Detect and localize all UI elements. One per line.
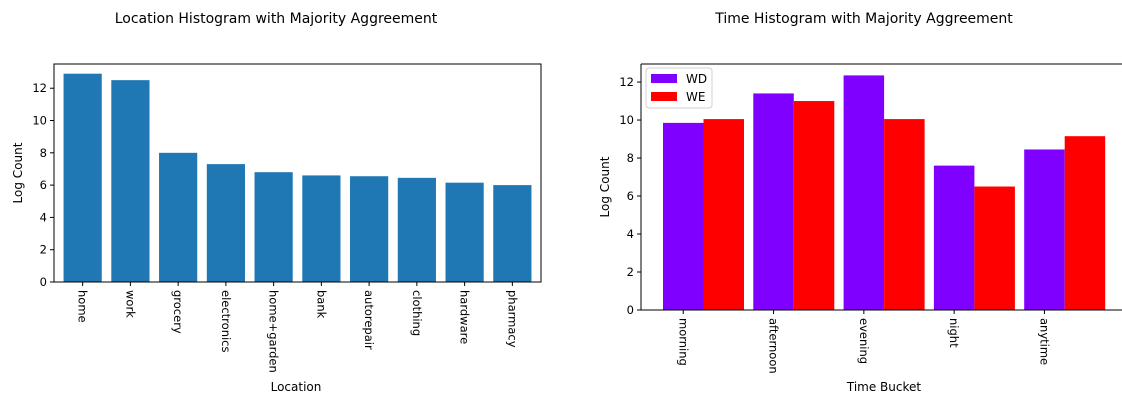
location-bar-autorepair bbox=[350, 176, 389, 282]
time-bar-wd-afternoon bbox=[753, 93, 794, 310]
location-histogram-chart: Location Histogram with Majority Aggreem… bbox=[11, 11, 542, 394]
time-legend-label-we: WE bbox=[686, 90, 705, 104]
time-bar-wd-anytime bbox=[1024, 149, 1065, 310]
location-x-tick-label: hardware bbox=[458, 290, 472, 344]
location-bar-bank bbox=[302, 175, 341, 282]
time-histogram-chart: Time Histogram with Majority Aggreement … bbox=[598, 11, 1122, 394]
location-x-tick-label: grocery bbox=[171, 290, 185, 334]
time-y-tick-label: 4 bbox=[627, 227, 634, 241]
location-x-tick-label: pharmacy bbox=[505, 290, 519, 348]
time-legend-label-wd: WD bbox=[686, 72, 707, 86]
location-bar-pharmacy bbox=[493, 185, 532, 282]
location-plot-frame bbox=[53, 63, 542, 283]
location-bar-hardware bbox=[445, 182, 484, 282]
time-bar-we-night bbox=[974, 186, 1015, 310]
location-axes-group: home work grocery electronics home+garden ban… bbox=[32, 63, 542, 373]
location-x-tick-label: work bbox=[123, 290, 137, 318]
location-bar-home-garden bbox=[254, 172, 293, 282]
location-bar-clothing bbox=[397, 177, 436, 282]
time-axes-group: morning afternoon evening night anytime 0 2 4 6 8… bbox=[619, 63, 1122, 374]
location-bar-work bbox=[111, 80, 150, 282]
time-y-tick-label: 6 bbox=[627, 189, 634, 203]
location-y-tick-label: 8 bbox=[40, 146, 47, 160]
location-chart-title: Location Histogram with Majority Aggreem… bbox=[115, 11, 438, 27]
location-bar-electronics bbox=[206, 164, 245, 282]
time-y-tick-label: 8 bbox=[627, 151, 634, 165]
time-bar-wd-morning bbox=[663, 122, 704, 310]
location-y-tick-label: 12 bbox=[32, 81, 47, 95]
location-x-tick-label: electronics bbox=[219, 290, 233, 353]
time-bar-we-morning bbox=[703, 119, 744, 310]
time-bar-we-evening bbox=[884, 119, 925, 310]
location-x-tick-label: home+garden bbox=[267, 290, 281, 373]
time-bar-we-afternoon bbox=[793, 101, 835, 310]
time-y-tick-label: 0 bbox=[627, 303, 634, 317]
time-x-tick-label: evening bbox=[857, 318, 871, 364]
time-legend-swatch-we bbox=[651, 92, 677, 101]
time-y-tick-label: 12 bbox=[619, 75, 634, 89]
location-y-tick-label: 0 bbox=[40, 275, 47, 289]
location-x-axis-label: Location bbox=[271, 380, 322, 394]
time-bar-we-anytime bbox=[1064, 136, 1106, 310]
time-chart-title: Time Histogram with Majority Aggreement bbox=[714, 11, 1013, 27]
location-y-axis-label: Log Count bbox=[11, 142, 25, 203]
time-bar-wd-night bbox=[933, 165, 975, 310]
location-y-tick-label: 4 bbox=[40, 210, 47, 224]
time-y-tick-label: 2 bbox=[627, 265, 634, 279]
time-x-tick-label: morning bbox=[676, 318, 690, 366]
location-x-tick-label: clothing bbox=[410, 290, 424, 336]
location-y-tick-label: 6 bbox=[40, 178, 47, 192]
time-legend-swatch-wd bbox=[651, 74, 677, 83]
location-bar-grocery bbox=[159, 152, 198, 282]
location-y-tick-label: 10 bbox=[32, 114, 47, 128]
time-legend: WD WE bbox=[645, 67, 713, 109]
time-x-tick-label: night bbox=[947, 318, 961, 348]
time-bars-group bbox=[663, 75, 1106, 311]
location-x-tick-label: home bbox=[76, 290, 90, 323]
location-y-tick-label: 2 bbox=[40, 243, 47, 257]
time-x-tick-label: anytime bbox=[1037, 318, 1051, 365]
location-bars-group bbox=[63, 73, 532, 282]
time-y-axis-label: Log Count bbox=[598, 156, 612, 217]
location-x-tick-label: autorepair bbox=[362, 290, 376, 350]
time-x-tick-label: afternoon bbox=[767, 318, 781, 374]
time-y-tick-label: 10 bbox=[619, 113, 634, 127]
time-x-axis-label: Time Bucket bbox=[846, 380, 922, 394]
location-x-tick-label: bank bbox=[314, 290, 328, 319]
location-bar-home bbox=[63, 73, 102, 282]
time-bar-wd-evening bbox=[843, 75, 885, 311]
